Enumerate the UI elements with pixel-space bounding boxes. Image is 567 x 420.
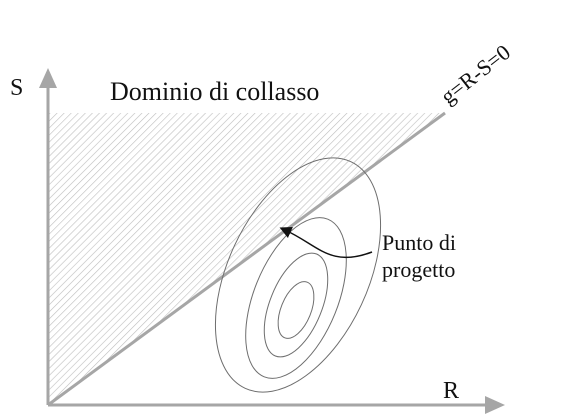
contour-3 [263,252,329,358]
design-point-arrow [279,227,373,259]
s-axis-label: S [10,75,23,101]
s-axis [39,68,57,405]
limit-state-label: g=R-S=0 [436,39,515,109]
contour-4 [277,281,315,339]
limit-state-line [47,111,446,407]
design-point-label-line1: Punto di [382,230,456,255]
failure-domain-label: Dominio di collasso [110,77,319,106]
r-axis-label: R [443,378,459,404]
contour-outer [214,157,382,393]
design-point-label-line2: progetto [382,257,455,282]
contour-2 [245,217,347,379]
density-contours [214,157,382,393]
r-axis [48,396,505,414]
